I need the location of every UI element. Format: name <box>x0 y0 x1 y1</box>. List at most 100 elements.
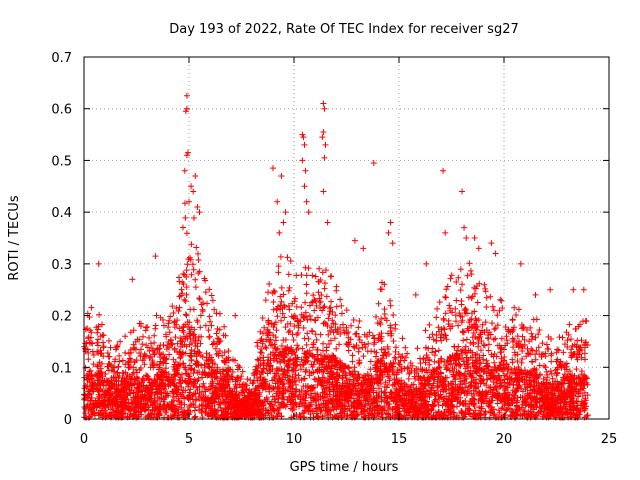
data-point <box>382 315 389 322</box>
data-point <box>239 368 246 375</box>
data-point <box>127 329 134 336</box>
data-point <box>443 374 450 381</box>
data-point <box>202 289 209 296</box>
data-point <box>528 330 535 337</box>
data-point <box>483 382 490 389</box>
data-point <box>560 349 567 356</box>
data-point <box>518 359 525 366</box>
data-point <box>221 359 228 366</box>
data-point <box>151 410 158 417</box>
data-point <box>278 343 285 350</box>
data-point <box>570 399 577 406</box>
data-point <box>152 325 159 332</box>
data-point <box>333 345 340 352</box>
data-point <box>127 379 134 386</box>
data-point <box>459 346 466 353</box>
data-point <box>460 358 467 365</box>
data-point <box>448 272 455 279</box>
data-point <box>397 383 404 390</box>
data-point <box>448 392 455 399</box>
data-point <box>332 321 339 328</box>
data-point <box>519 333 526 340</box>
data-point <box>514 358 521 365</box>
data-point <box>122 349 129 356</box>
data-point <box>159 317 166 324</box>
data-point <box>319 269 326 276</box>
data-point <box>315 396 322 403</box>
data-point <box>306 312 313 319</box>
data-point <box>285 386 292 393</box>
data-point <box>426 321 433 328</box>
data-point <box>402 344 409 351</box>
data-point <box>467 411 474 418</box>
data-point <box>177 355 184 362</box>
data-point <box>343 377 350 384</box>
data-point <box>175 386 182 393</box>
data-point <box>186 378 193 385</box>
data-point <box>171 371 178 378</box>
data-point <box>145 407 152 414</box>
data-point <box>476 280 483 287</box>
data-point <box>138 405 145 412</box>
data-point <box>478 337 485 344</box>
data-point <box>414 388 421 395</box>
data-point <box>212 368 219 375</box>
data-point <box>461 370 468 377</box>
data-point <box>473 326 480 333</box>
data-point <box>200 300 207 307</box>
data-point <box>521 336 528 343</box>
data-point <box>176 361 183 368</box>
data-point <box>342 405 349 412</box>
data-point <box>189 396 196 403</box>
data-point <box>336 341 343 348</box>
data-point <box>353 330 360 337</box>
data-point <box>526 338 533 345</box>
data-point <box>94 386 101 393</box>
data-point <box>447 398 454 405</box>
data-point <box>381 403 388 410</box>
data-point <box>177 391 184 398</box>
data-point <box>388 391 395 398</box>
data-point <box>176 379 183 386</box>
data-point <box>570 410 577 417</box>
data-point <box>83 376 90 383</box>
data-point <box>378 369 385 376</box>
data-point <box>548 391 555 398</box>
data-point <box>125 405 132 412</box>
data-point <box>191 326 198 333</box>
data-point <box>337 296 344 303</box>
data-point <box>305 265 312 272</box>
data-point <box>434 378 441 385</box>
data-point <box>277 293 284 300</box>
data-point <box>234 374 241 381</box>
data-point <box>130 410 137 417</box>
data-point <box>157 342 164 349</box>
data-point <box>86 368 93 375</box>
data-point <box>375 337 382 344</box>
data-point <box>214 364 221 371</box>
data-point <box>163 346 170 353</box>
data-point <box>321 280 328 287</box>
data-point <box>318 292 325 299</box>
data-point <box>548 370 555 377</box>
data-point <box>153 312 160 319</box>
data-point <box>517 394 524 401</box>
data-point <box>483 400 490 407</box>
data-point <box>201 361 208 368</box>
data-point <box>475 316 482 323</box>
data-point <box>373 389 380 396</box>
data-point <box>317 331 324 338</box>
data-point <box>453 318 460 325</box>
data-point <box>443 406 450 413</box>
data-point <box>434 305 441 312</box>
data-point <box>583 317 590 324</box>
data-point <box>247 377 254 384</box>
data-point <box>192 284 199 291</box>
data-point <box>480 356 487 363</box>
data-point <box>144 373 151 380</box>
data-point <box>378 388 385 395</box>
data-point <box>313 405 320 412</box>
data-point <box>322 267 329 274</box>
data-point <box>328 373 335 380</box>
data-point <box>323 293 330 300</box>
